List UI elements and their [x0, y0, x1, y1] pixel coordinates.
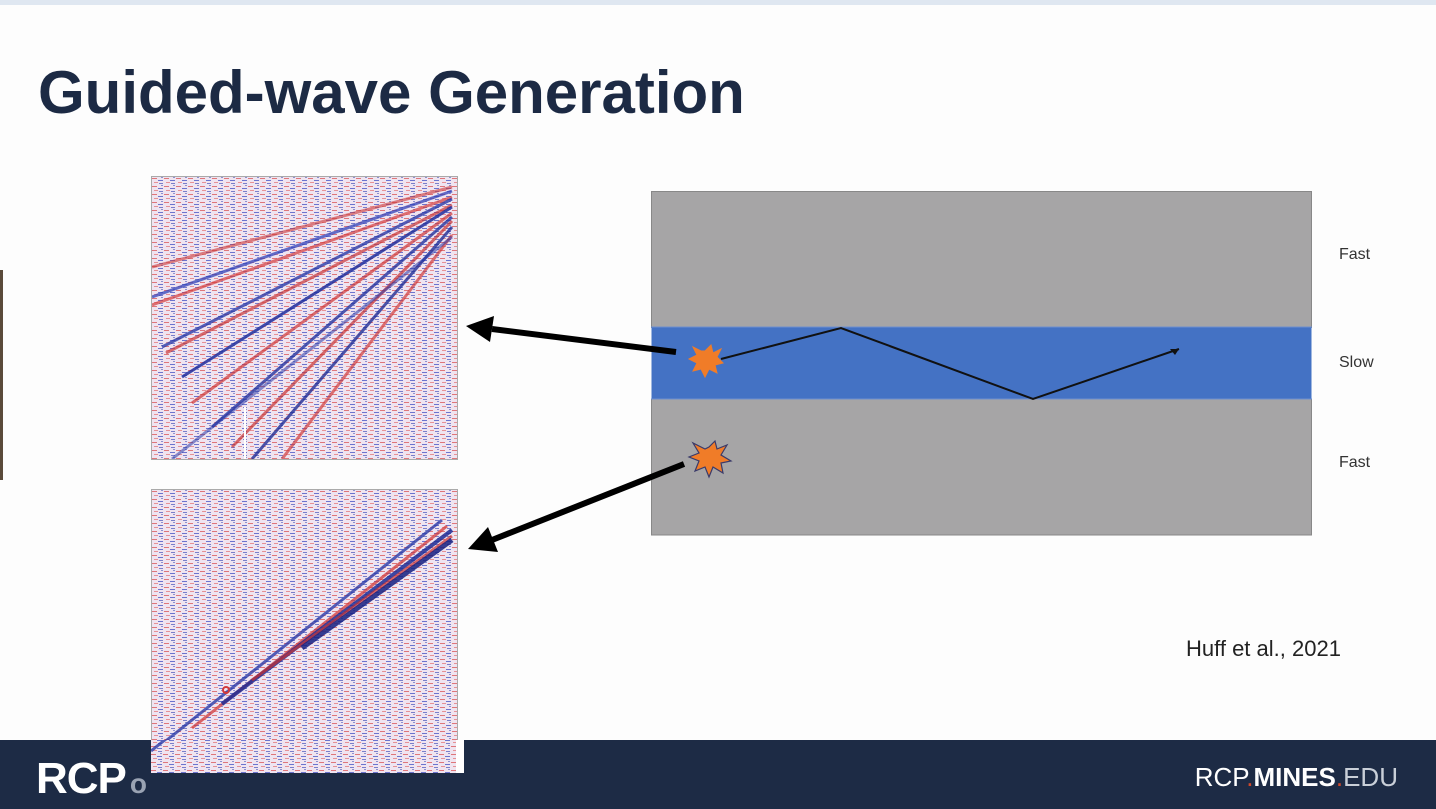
slide-title: Guided-wave Generation — [38, 59, 745, 126]
logo-text: RCP — [36, 754, 127, 803]
top-strip — [0, 0, 1436, 5]
rcp-logo: RCP o — [36, 754, 147, 804]
label-slow: Slow — [1339, 354, 1374, 371]
url-rcp: RCP — [1194, 762, 1247, 792]
fast-layer-bottom — [651, 398, 1312, 536]
url-mines: MINES — [1253, 762, 1336, 792]
fast-layer-top — [651, 191, 1312, 328]
arrow-top-head — [466, 316, 494, 342]
source-in-slow-layer — [687, 344, 724, 379]
layered-model-diagram — [651, 191, 1312, 536]
slow-layer — [651, 327, 1312, 399]
arrow-bottom-head — [468, 527, 498, 552]
footer-url: RCP.MINES.EDU — [1195, 762, 1398, 793]
ray-path — [720, 326, 1180, 401]
seismic-panel-top — [151, 176, 458, 460]
url-edu: EDU — [1343, 762, 1398, 792]
seismic-image-top — [152, 177, 457, 459]
seismic-panel-bottom — [151, 489, 458, 774]
url-dot-2: . — [1335, 762, 1344, 792]
seismic-panel-bottom-overlap — [151, 740, 456, 773]
citation: Huff et al., 2021 — [1186, 636, 1341, 661]
arrow-top — [491, 326, 677, 355]
layer-model-svg — [651, 191, 1312, 536]
ray-arrowhead — [1170, 349, 1179, 355]
url-dot-1: . — [1246, 762, 1254, 792]
logo-mark: o — [129, 768, 147, 799]
left-edge — [0, 270, 3, 480]
label-fast-top: Fast — [1339, 246, 1371, 263]
seismic-overlap-svg — [151, 740, 456, 773]
label-fast-bottom: Fast — [1339, 454, 1371, 471]
source-in-fast-layer — [687, 439, 733, 479]
seismic-image-bottom — [152, 490, 457, 774]
